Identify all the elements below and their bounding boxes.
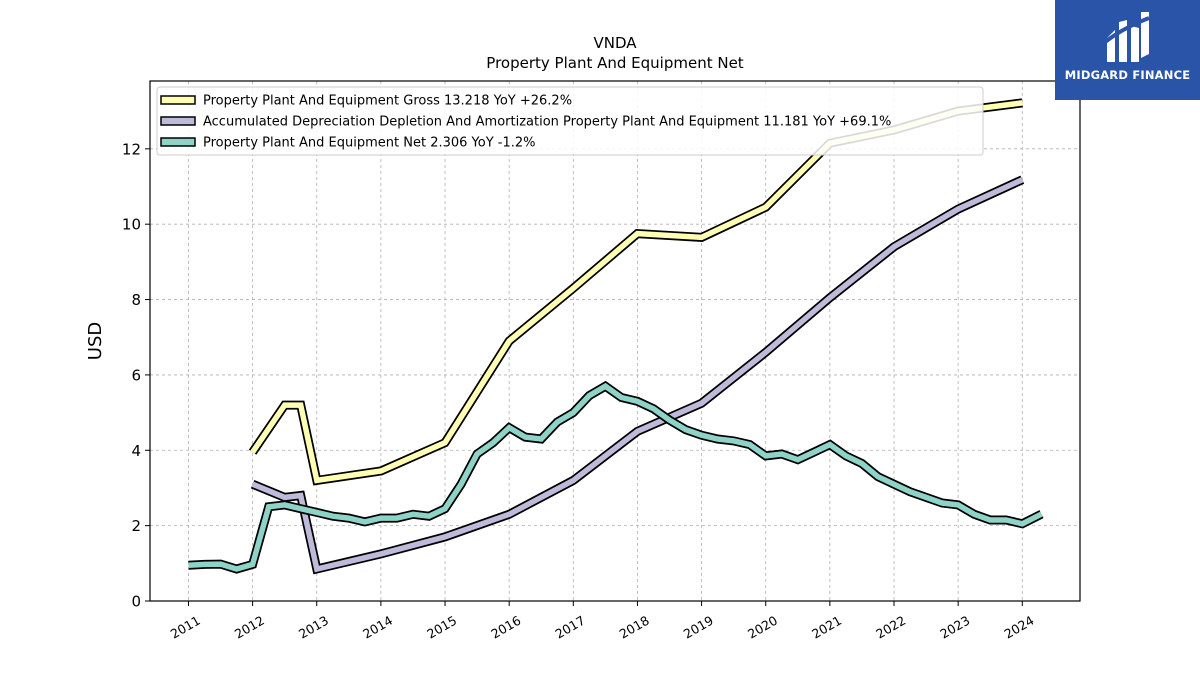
legend-swatch [160, 95, 196, 105]
legend: Property Plant And Equipment Gross 13.21… [156, 86, 984, 156]
series-line-2 [188, 382, 1043, 572]
y-tick-label: 12 [122, 140, 141, 158]
series-line-1 [251, 177, 1024, 573]
x-tick-label: 2014 [360, 613, 395, 642]
x-tick-label: 2011 [168, 613, 203, 642]
x-tick-label: 2022 [873, 613, 908, 642]
y-tick-label: 2 [131, 517, 141, 535]
x-tick-label: 2018 [617, 613, 652, 642]
series-group [188, 98, 1044, 575]
x-tick-label: 2021 [809, 613, 844, 642]
grid [150, 81, 1080, 602]
y-tick-label: 4 [131, 442, 141, 460]
x-tick-label: 2012 [232, 613, 267, 642]
chart-title: VNDA [593, 34, 637, 52]
chart-subtitle: Property Plant And Equipment Net [486, 54, 743, 72]
x-tick-label: 2019 [681, 613, 716, 642]
legend-swatch [160, 116, 196, 126]
brand-name: MIDGARD FINANCE [1064, 68, 1191, 82]
x-tick-label: 2015 [424, 613, 459, 642]
legend-swatch [160, 137, 196, 147]
x-tick-label: 2024 [1002, 613, 1037, 642]
x-tick-label: 2023 [937, 613, 972, 642]
y-tick-label: 10 [122, 216, 141, 234]
legend-label: Property Plant And Equipment Net 2.306 Y… [203, 136, 536, 151]
plot-frame [149, 80, 1081, 602]
legend-label: Property Plant And Equipment Gross 13.21… [203, 94, 572, 109]
x-tick-label: 2016 [488, 613, 523, 642]
legend-label: Accumulated Depreciation Depletion And A… [203, 115, 891, 130]
brand-logo: MIDGARD FINANCE [1055, 0, 1200, 100]
midgard-logo-icon [1103, 12, 1150, 62]
y-tick-label: 6 [131, 366, 141, 384]
y-tick-label: 0 [131, 593, 141, 611]
x-tick-label: 2020 [745, 613, 780, 642]
x-tick-label: 2013 [296, 613, 331, 642]
axes: 2011 2012 2013 2014 2015 2016 2017 2018 2019 2020… [122, 140, 1037, 641]
y-tick-label: 8 [131, 291, 141, 309]
legend-box [156, 86, 984, 156]
y-axis-label: USD [85, 322, 106, 360]
x-tick-label: 2017 [553, 613, 588, 642]
